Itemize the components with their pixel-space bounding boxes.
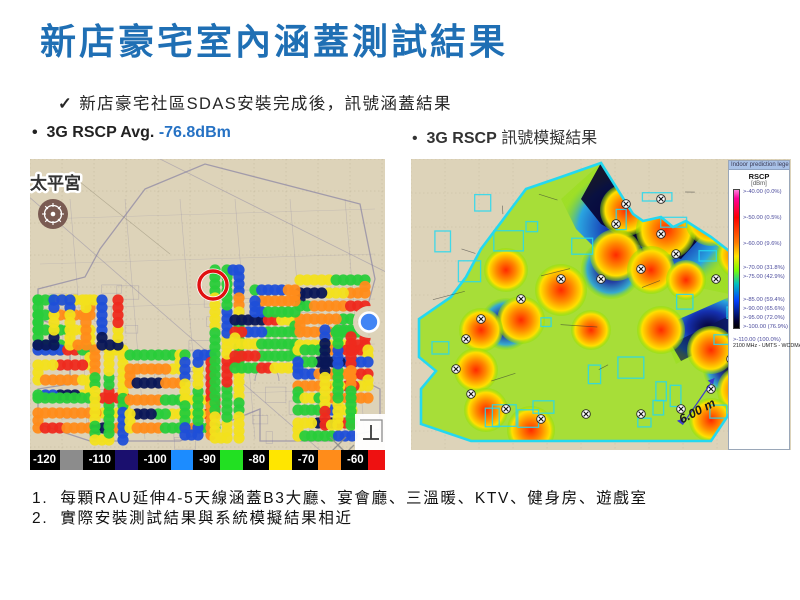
svg-text:太平宮: 太平宮 [30, 173, 81, 193]
